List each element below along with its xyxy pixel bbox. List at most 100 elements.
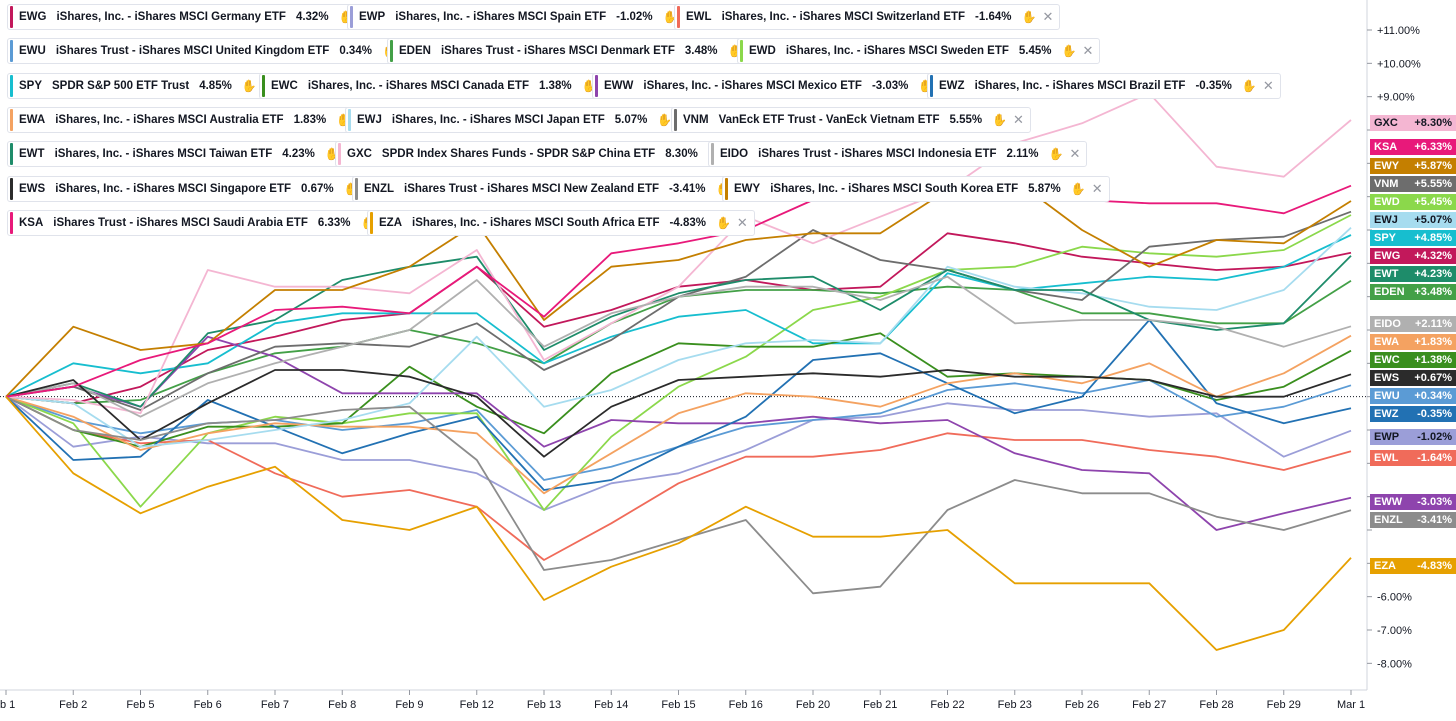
legend-item-ewl[interactable]: EWL iShares, Inc. - iShares MSCI Switzerl… <box>674 4 1061 30</box>
price-tag-ewc: EWC +1.38% <box>1370 352 1456 368</box>
legend-item-eza[interactable]: EZA iShares, Inc. - iShares MSCI South Af… <box>367 210 755 236</box>
legend-item-ksa[interactable]: KSA iShares Trust - iShares MSCI Saudi Ar… <box>7 210 400 236</box>
legend-change: 4.85% <box>199 80 232 92</box>
hand-icon[interactable]: ✋ <box>715 216 731 230</box>
legend-change: 5.55% <box>949 114 983 126</box>
close-icon[interactable]: ✕ <box>1091 181 1103 196</box>
legend-item-gxc[interactable]: GXC SPDR Index Shares Funds - SPDR S&P Ch… <box>335 141 747 167</box>
x-tick-label: Feb 26 <box>1065 699 1099 711</box>
price-tag-ewd: EWD +5.45% <box>1370 194 1456 210</box>
x-tick-label: Feb 23 <box>998 699 1032 711</box>
hand-icon[interactable]: ✋ <box>1070 182 1086 196</box>
series-line-eido[interactable] <box>5 275 1352 418</box>
legend-item-eido[interactable]: EIDO iShares Trust - iShares MSCI Indones… <box>708 141 1088 167</box>
series-color-swatch <box>595 75 598 97</box>
price-tag-symbol: EWS <box>1374 372 1400 384</box>
close-icon[interactable]: ✕ <box>736 215 748 230</box>
price-tag-value: +5.87% <box>1414 160 1452 172</box>
legend-symbol: EWP <box>359 11 386 23</box>
legend-item-ewp[interactable]: EWP iShares, Inc. - iShares MSCI Spain ET… <box>347 4 702 30</box>
series-line-ewy[interactable] <box>5 179 1352 398</box>
close-icon[interactable]: ✕ <box>1069 146 1081 161</box>
series-line-ewa[interactable] <box>5 334 1352 495</box>
hand-icon[interactable]: ✋ <box>1048 147 1064 161</box>
series-line-eza[interactable] <box>5 396 1352 651</box>
legend-item-ewa[interactable]: EWA iShares, Inc. - iShares MSCI Australi… <box>7 107 376 133</box>
y-tick-label: -8.00% <box>1377 658 1412 670</box>
price-tag-symbol: EWL <box>1374 452 1399 464</box>
price-tag-eza: EZA -4.83% <box>1370 558 1456 574</box>
close-icon[interactable]: ✕ <box>1042 9 1054 24</box>
legend-name: iShares, Inc. - iShares MSCI Japan ETF <box>391 114 605 126</box>
series-line-enzl[interactable] <box>5 395 1352 595</box>
close-icon[interactable]: ✕ <box>1262 78 1274 93</box>
price-tag-ewj: EWJ +5.07% <box>1370 212 1456 228</box>
legend-item-ewt[interactable]: EWT iShares, Inc. - iShares MSCI Taiwan E… <box>7 141 364 167</box>
legend-item-ewu[interactable]: EWU iShares Trust - iShares MSCI United K… <box>7 38 421 64</box>
x-tick-label: Feb 16 <box>729 699 763 711</box>
legend-item-ewy[interactable]: EWY iShares, Inc. - iShares MSCI South Ko… <box>722 176 1110 202</box>
legend-name: iShares, Inc. - iShares MSCI Spain ETF <box>395 11 607 23</box>
series-line-ksa[interactable] <box>5 184 1352 398</box>
x-tick-label: Feb 6 <box>194 699 222 711</box>
legend-name: SPDR S&P 500 ETF Trust <box>52 80 190 92</box>
hand-icon[interactable]: ✋ <box>1021 10 1037 24</box>
hand-icon[interactable]: ✋ <box>992 113 1008 127</box>
price-tag-vnm: VNM +5.55% <box>1370 176 1456 192</box>
series-line-spy[interactable] <box>5 234 1352 398</box>
series-line-ewj[interactable] <box>5 227 1352 448</box>
series-line-gxc[interactable] <box>5 92 1352 415</box>
legend-item-vnm[interactable]: VNM VanEck ETF Trust - VanEck Vietnam ETF… <box>671 107 1031 133</box>
legend-symbol: ENZL <box>364 183 395 195</box>
legend-item-ewc[interactable]: EWC iShares, Inc. - iShares MSCI Canada E… <box>259 73 621 99</box>
legend-item-ewj[interactable]: EWJ iShares, Inc. - iShares MSCI Japan ET… <box>345 107 697 133</box>
legend-change: 1.38% <box>538 80 572 92</box>
legend-change: -3.03% <box>871 80 909 92</box>
legend-change: 3.48% <box>684 45 718 57</box>
price-tag-ewz: EWZ -0.35% <box>1370 406 1456 422</box>
price-tag-symbol: VNM <box>1374 178 1399 190</box>
price-tag-symbol: EWP <box>1374 431 1400 443</box>
series-color-swatch <box>10 212 13 234</box>
series-line-eww[interactable] <box>5 335 1352 531</box>
hand-icon[interactable]: ✋ <box>241 79 257 93</box>
legend-item-ewz[interactable]: EWZ iShares, Inc. - iShares MSCI Brazil E… <box>927 73 1281 99</box>
hand-icon[interactable]: ✋ <box>1061 44 1077 58</box>
price-tag-ewt: EWT +4.23% <box>1370 266 1456 282</box>
price-tag-value: +0.34% <box>1414 390 1452 402</box>
legend-change: 5.87% <box>1028 183 1061 195</box>
legend-item-eden[interactable]: EDEN iShares Trust - iShares MSCI Denmark… <box>387 38 767 64</box>
legend-name: iShares, Inc. - iShares MSCI Canada ETF <box>307 80 529 92</box>
legend-symbol: EIDO <box>720 148 749 160</box>
legend-name: iShares, Inc. - iShares MSCI Australia E… <box>55 114 284 126</box>
legend-item-ews[interactable]: EWS iShares, Inc. - iShares MSCI Singapor… <box>7 176 383 202</box>
hand-icon[interactable]: ✋ <box>657 113 673 127</box>
series-line-ewd[interactable] <box>5 214 1352 511</box>
legend-symbol: EWW <box>604 80 634 92</box>
series-line-ewt[interactable] <box>5 255 1352 408</box>
price-tag-value: +5.07% <box>1414 214 1452 226</box>
legend-change: 0.34% <box>339 45 372 57</box>
legend-item-ewg[interactable]: EWG iShares, Inc. - iShares MSCI Germany … <box>7 4 378 30</box>
close-icon[interactable]: ✕ <box>1082 43 1094 58</box>
legend-name: iShares Trust - iShares MSCI United King… <box>55 45 330 57</box>
series-color-swatch <box>10 178 13 200</box>
hand-icon[interactable]: ✋ <box>1241 79 1257 93</box>
legend-change: -1.02% <box>616 11 653 23</box>
price-tag-value: +1.83% <box>1414 336 1452 348</box>
legend-symbol: EWL <box>686 11 712 23</box>
price-tag-gxc: GXC +8.30% <box>1370 115 1456 131</box>
series-line-ewz[interactable] <box>5 319 1352 491</box>
legend-item-enzl[interactable]: ENZL iShares Trust - iShares MSCI New Zea… <box>352 176 755 202</box>
series-line-ews[interactable] <box>5 369 1352 458</box>
legend-item-eww[interactable]: EWW iShares, Inc. - iShares MSCI Mexico E… <box>592 73 958 99</box>
legend-symbol: EWJ <box>357 114 382 126</box>
hand-icon[interactable]: ✋ <box>662 10 678 24</box>
legend-item-ewd[interactable]: EWD iShares, Inc. - iShares MSCI Sweden E… <box>737 38 1101 64</box>
series-line-ewl[interactable] <box>5 395 1352 561</box>
close-icon[interactable]: ✕ <box>1013 112 1024 127</box>
legend-name: iShares, Inc. - iShares MSCI Taiwan ETF <box>54 148 273 160</box>
series-line-ewp[interactable] <box>5 395 1352 511</box>
price-tag-value: +8.30% <box>1414 117 1452 129</box>
